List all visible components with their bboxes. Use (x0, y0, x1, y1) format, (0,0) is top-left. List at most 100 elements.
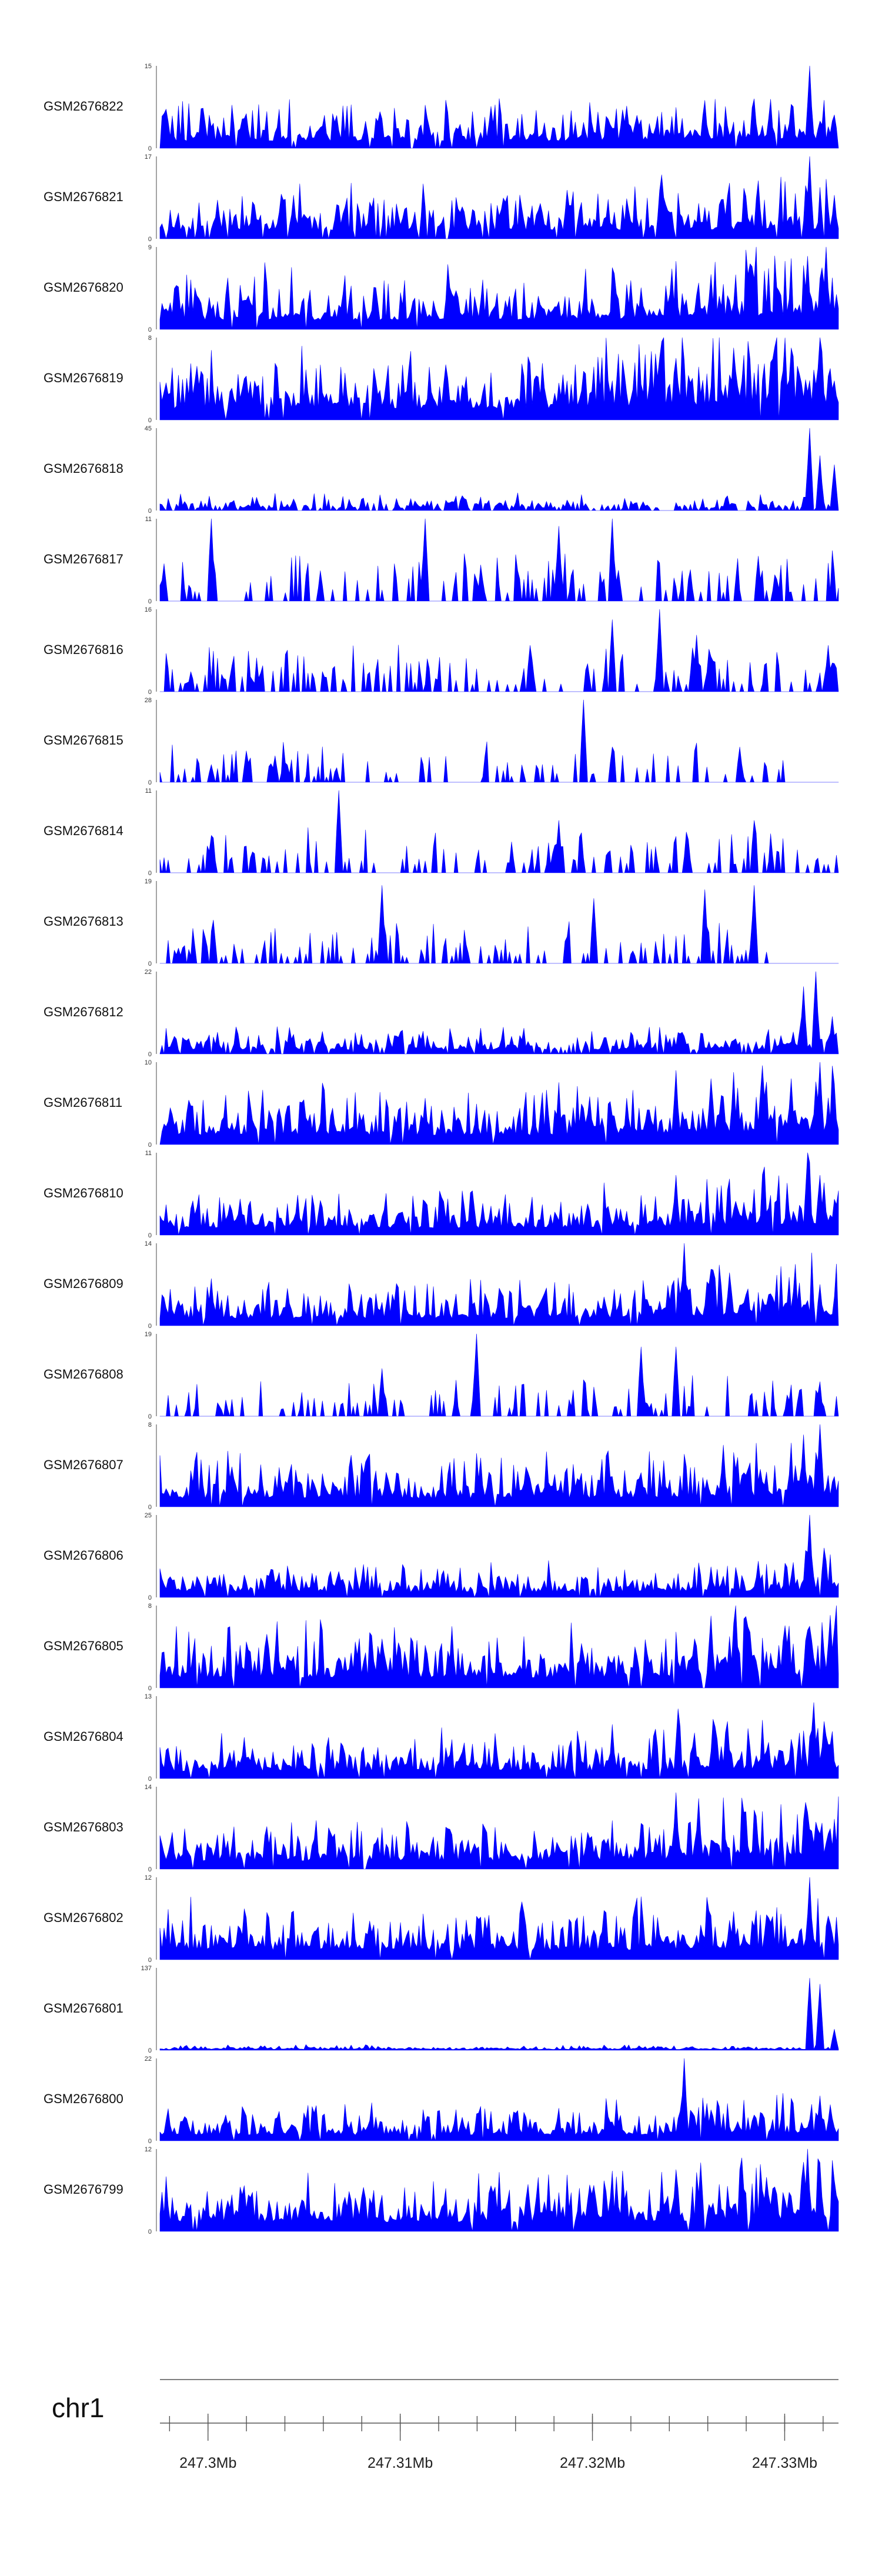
ruler-ticks: 247.3Mb 247.31Mb 247.32Mb 247.33Mb (169, 2414, 824, 2471)
coverage-area (159, 790, 839, 873)
track-label: GSM2676815 (44, 733, 123, 748)
y-max-label: 10 (145, 1059, 152, 1066)
coverage-area (159, 1978, 839, 2051)
track-label: GSM2676816 (44, 642, 123, 657)
y-min-label: 0 (148, 145, 152, 152)
track: GSM2676800 22 0 (44, 2056, 839, 2145)
track-label: GSM2676810 (44, 1186, 123, 1200)
y-max-label: 8 (148, 1422, 152, 1429)
y-max-label: 25 (145, 1512, 152, 1519)
y-max-label: 137 (141, 1965, 152, 1972)
track: GSM2676802 12 0 (44, 1874, 839, 1964)
major-tick-label: 247.31Mb (368, 2455, 433, 2471)
y-min-label: 0 (148, 1957, 152, 1964)
y-min-label: 0 (148, 1776, 152, 1783)
coverage-area (159, 609, 839, 692)
coverage-area (159, 971, 839, 1055)
y-max-label: 9 (148, 244, 152, 251)
y-max-label: 8 (148, 1603, 152, 1610)
y-min-label: 0 (148, 1866, 152, 1873)
y-max-label: 12 (145, 2146, 152, 2153)
y-min-label: 0 (148, 779, 152, 786)
coverage-area (159, 1605, 839, 1689)
y-min-label: 0 (148, 960, 152, 967)
y-min-label: 0 (148, 870, 152, 877)
y-max-label: 11 (145, 788, 152, 795)
y-min-label: 0 (148, 689, 152, 696)
track: GSM2676819 8 0 (44, 335, 839, 424)
coverage-area (159, 518, 839, 602)
y-min-label: 0 (148, 1504, 152, 1511)
y-min-label: 0 (148, 508, 152, 515)
y-max-label: 11 (145, 1150, 152, 1157)
y-max-label: 28 (145, 697, 152, 704)
coverage-area (159, 1333, 839, 1417)
track-label: GSM2676818 (44, 461, 123, 476)
track-label: GSM2676811 (44, 1095, 122, 1110)
y-max-label: 45 (145, 425, 152, 432)
y-min-label: 0 (148, 2228, 152, 2235)
major-tick-label: 247.32Mb (560, 2455, 625, 2471)
track: GSM2676810 11 0 (44, 1150, 839, 1239)
y-min-label: 0 (148, 1051, 152, 1058)
y-max-label: 17 (145, 154, 152, 161)
y-max-label: 19 (145, 878, 152, 885)
track: GSM2676804 13 0 (44, 1693, 839, 1783)
track-label: GSM2676806 (44, 1548, 123, 1563)
track-label: GSM2676819 (44, 371, 123, 385)
track-label: GSM2676799 (44, 2182, 123, 2197)
track: GSM2676801 137 0 (44, 1965, 839, 2054)
y-min-label: 0 (148, 2138, 152, 2145)
y-max-label: 19 (145, 1331, 152, 1338)
y-min-label: 0 (148, 1594, 152, 1601)
track-label: GSM2676814 (44, 823, 123, 838)
coverage-area (159, 428, 839, 511)
coverage-area (159, 2058, 839, 2141)
coverage-area (159, 885, 839, 964)
coverage-area (159, 1243, 839, 1326)
y-min-label: 0 (148, 1323, 152, 1330)
y-min-label: 0 (148, 1413, 152, 1420)
major-tick-label: 247.3Mb (179, 2455, 236, 2471)
track: GSM2676799 12 0 (44, 2146, 839, 2235)
track: GSM2676816 16 0 (44, 606, 839, 696)
track: GSM2676818 45 0 (44, 425, 839, 515)
track-label: GSM2676813 (44, 914, 123, 929)
coverage-area (159, 337, 839, 421)
coverage-area (159, 65, 839, 149)
coverage-area (159, 1514, 839, 1598)
chromosome-label: chr1 (52, 2393, 104, 2423)
y-max-label: 11 (145, 516, 152, 523)
track: GSM2676806 25 0 (44, 1512, 839, 1601)
track-label: GSM2676803 (44, 1820, 123, 1834)
y-max-label: 22 (145, 2056, 152, 2063)
track: GSM2676815 28 0 (44, 697, 839, 786)
y-max-label: 8 (148, 335, 152, 342)
coverage-area (159, 1424, 839, 1507)
track-label: GSM2676805 (44, 1639, 123, 1653)
coverage-area (159, 1877, 839, 1960)
y-min-label: 0 (148, 236, 152, 243)
track: GSM2676813 19 0 (44, 878, 839, 967)
y-max-label: 13 (145, 1693, 152, 1700)
major-tick-label: 247.33Mb (752, 2455, 817, 2471)
y-min-label: 0 (148, 1685, 152, 1692)
track: GSM2676808 19 0 (44, 1331, 839, 1420)
track-label: GSM2676822 (44, 99, 123, 114)
coverage-area (159, 156, 839, 239)
track: GSM2676817 11 0 (44, 516, 839, 605)
y-max-label: 14 (145, 1240, 152, 1247)
track-label: GSM2676804 (44, 1729, 123, 1744)
track-label: GSM2676802 (44, 1910, 123, 1925)
track-label: GSM2676801 (44, 2001, 123, 2016)
coverage-area (159, 699, 839, 783)
track-label: GSM2676812 (44, 1005, 123, 1019)
track-panel: GSM2676822150GSM2676821170GSM267682090GS… (44, 63, 839, 2235)
track: GSM2676805 8 0 (44, 1603, 839, 1692)
track-label: GSM2676807 (44, 1457, 123, 1472)
track: GSM2676812 22 0 (44, 969, 839, 1058)
track-label: GSM2676809 (44, 1276, 123, 1291)
y-min-label: 0 (148, 2047, 152, 2054)
y-min-label: 0 (148, 326, 152, 333)
